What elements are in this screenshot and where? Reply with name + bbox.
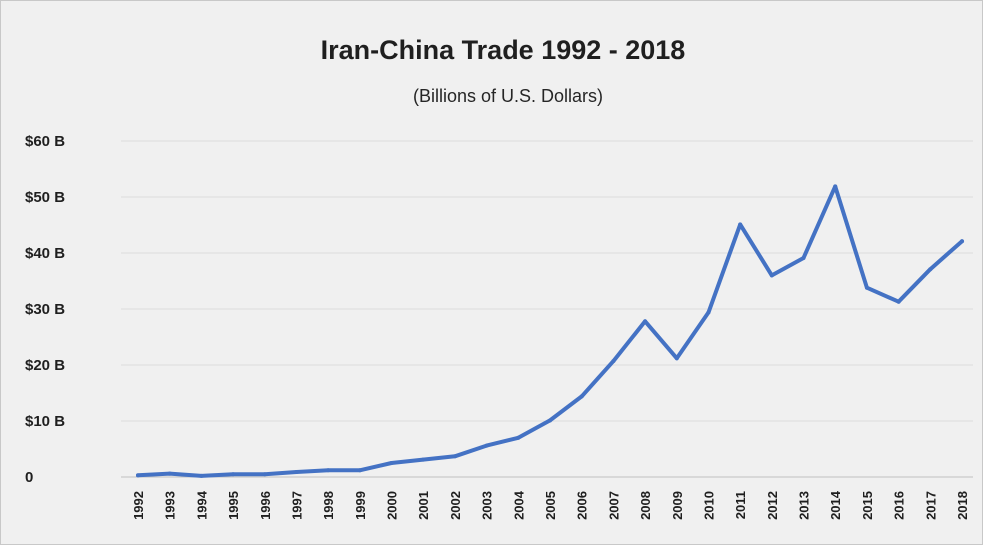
y-tick-label: 0	[25, 469, 33, 486]
x-tick-label: 2006	[575, 491, 590, 520]
x-tick-label: 2016	[892, 491, 907, 520]
x-tick-label: 2013	[797, 491, 812, 520]
x-tick-label: 2014	[828, 490, 843, 520]
x-tick-label: 2000	[385, 491, 400, 520]
x-tick-label: 2012	[765, 491, 780, 520]
data-point	[674, 356, 679, 361]
y-axis-tick-labels: 0 $10 B $20 B $30 B $40 B $50 B $60 B	[25, 133, 65, 486]
series-line	[136, 184, 964, 478]
y-tick-label: $60 B	[25, 133, 65, 150]
x-tick-label: 2010	[701, 491, 716, 520]
chart-subtitle: (Billions of U.S. Dollars)	[413, 86, 603, 106]
data-point	[294, 469, 299, 474]
x-tick-label: 1997	[289, 491, 304, 520]
x-axis-tick-labels: 1992 1993 1994 1995 1996 1997 1998 1999 2000 2001…	[131, 490, 970, 520]
data-point	[801, 256, 806, 261]
x-tick-label: 1993	[163, 491, 178, 520]
y-tick-label: $20 B	[25, 357, 65, 374]
x-tick-label: 1995	[226, 491, 241, 520]
data-point	[643, 319, 648, 324]
data-point	[516, 435, 521, 440]
x-tick-label: 2007	[606, 491, 621, 520]
data-point	[928, 267, 933, 272]
series-layer	[136, 184, 964, 478]
data-point	[199, 473, 204, 478]
x-tick-label: 1994	[194, 490, 209, 520]
data-point	[231, 472, 236, 477]
x-tick-label: 2015	[860, 491, 875, 520]
data-point	[833, 184, 838, 189]
x-tick-label: 2008	[638, 491, 653, 520]
x-tick-label: 2004	[511, 490, 526, 520]
data-point	[326, 468, 331, 473]
data-point	[357, 468, 362, 473]
data-point	[421, 457, 426, 462]
x-tick-label: 2005	[543, 491, 558, 520]
data-point	[548, 418, 552, 423]
data-point	[579, 394, 584, 399]
chart-title: Iran-China Trade 1992 - 2018	[321, 35, 686, 65]
data-point	[136, 473, 140, 478]
x-tick-label: 2017	[923, 491, 938, 520]
gridlines	[121, 140, 973, 478]
x-tick-label: 2018	[955, 491, 970, 520]
x-tick-label: 2003	[480, 491, 495, 520]
data-point	[484, 443, 489, 448]
y-tick-label: $50 B	[25, 189, 65, 206]
x-tick-label: 2002	[448, 491, 463, 520]
x-tick-label: 1998	[321, 491, 336, 520]
y-tick-label: $30 B	[25, 301, 65, 318]
x-tick-label: 2011	[733, 491, 748, 519]
data-point	[769, 273, 774, 278]
x-tick-label: 2009	[670, 491, 685, 520]
data-point	[738, 222, 743, 227]
data-point	[896, 299, 901, 304]
data-point	[706, 310, 711, 315]
data-point	[167, 471, 172, 476]
x-tick-label: 1999	[353, 491, 368, 520]
x-tick-label: 2001	[416, 491, 431, 520]
x-tick-label: 1996	[258, 491, 273, 520]
y-tick-label: $10 B	[25, 413, 65, 430]
data-point	[452, 454, 457, 459]
data-point	[389, 461, 394, 465]
data-point	[611, 359, 616, 364]
data-point	[262, 472, 267, 477]
data-point	[960, 239, 964, 244]
data-point	[864, 285, 869, 290]
y-tick-label: $40 B	[25, 245, 65, 262]
x-tick-label: 1992	[131, 491, 146, 520]
